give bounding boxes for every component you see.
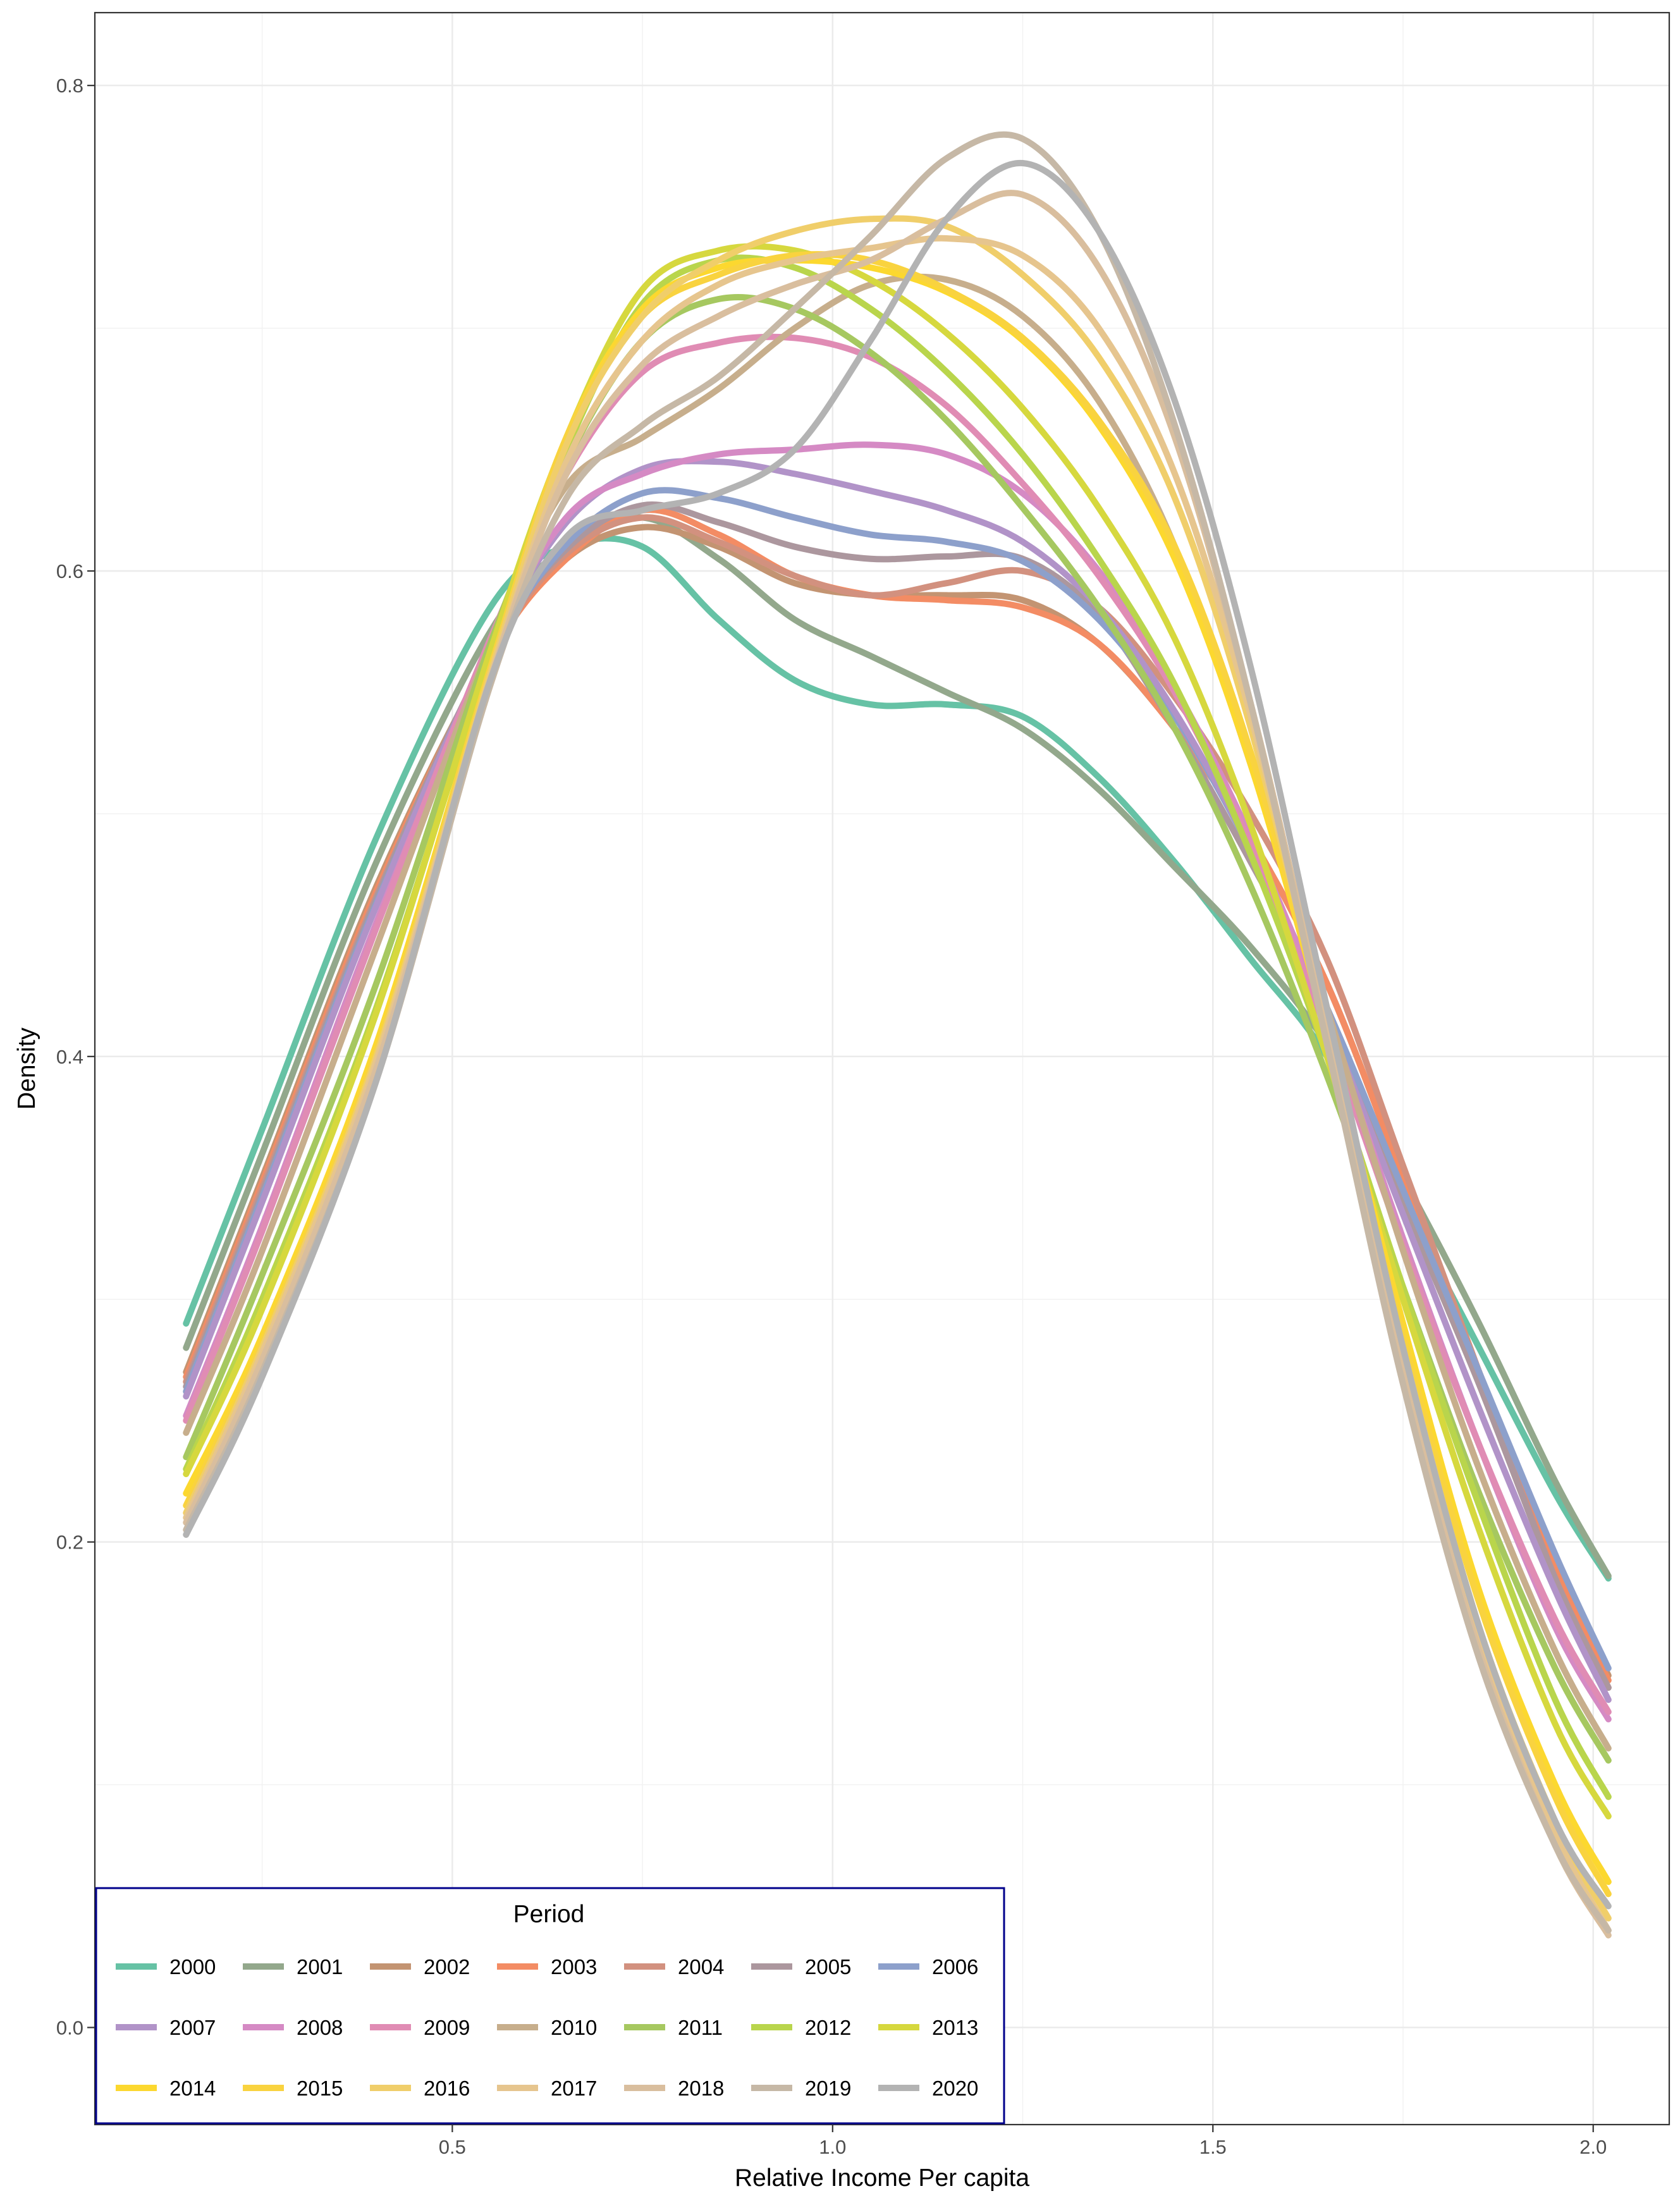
legend-item-2017: 2017	[497, 2077, 597, 2100]
legend-label-2009: 2009	[424, 2016, 470, 2039]
legend-label-2013: 2013	[932, 2016, 978, 2039]
legend-box	[95, 1887, 1005, 2125]
y-tick-label: 0.2	[56, 1531, 83, 1554]
y-axis-ticks: 0.0 0.2 0.4 0.6 0.8	[56, 75, 95, 2039]
legend-item-2011: 2011	[624, 2016, 723, 2039]
series-line-2007	[183, 458, 1612, 1703]
legend-item-2018: 2018	[624, 2077, 724, 2100]
legend-item-2006: 2006	[878, 1955, 978, 1979]
major-gridlines	[95, 13, 1669, 2125]
x-tick-label: 2.0	[1579, 2136, 1607, 2158]
legend-item-2004: 2004	[624, 1955, 724, 1979]
x-axis-ticks: 0.5 1.0 1.5 2.0	[439, 2125, 1607, 2158]
density-series	[183, 131, 1612, 1939]
legend-label-2004: 2004	[678, 1955, 724, 1979]
legend-label-2001: 2001	[297, 1955, 343, 1979]
legend-label-2002: 2002	[424, 1955, 470, 1979]
legend-item-2015: 2015	[243, 2077, 343, 2100]
legend-label-2005: 2005	[805, 1955, 851, 1979]
legend-items: 2000 2001 2002 2003 2004 2005 2006 2007 2008 2009…	[116, 1955, 978, 2100]
y-tick-label: 0.6	[56, 560, 83, 582]
legend-item-2019: 2019	[751, 2077, 851, 2100]
x-tick-label: 0.5	[439, 2136, 466, 2158]
legend-label-2015: 2015	[297, 2077, 343, 2100]
legend-item-2003: 2003	[497, 1955, 597, 1979]
legend-item-2012: 2012	[751, 2016, 851, 2039]
x-tick-label: 1.0	[819, 2136, 846, 2158]
legend-label-2014: 2014	[169, 2077, 216, 2100]
series-line-2013	[183, 243, 1612, 1820]
legend-label-2008: 2008	[297, 2016, 343, 2039]
panel-border	[94, 11, 1671, 2126]
legend-item-2009: 2009	[370, 2016, 470, 2039]
y-tick-label: 0.4	[56, 1046, 83, 1068]
legend-item-2020: 2020	[878, 2077, 978, 2100]
legend-label-2000: 2000	[169, 1955, 216, 1979]
legend-label-2019: 2019	[805, 2077, 851, 2100]
y-axis-title: Density	[13, 1027, 40, 1110]
legend-item-2016: 2016	[370, 2077, 470, 2100]
x-tick-label: 1.5	[1199, 2136, 1227, 2158]
legend-label-2007: 2007	[169, 2016, 216, 2039]
legend-label-2012: 2012	[805, 2016, 851, 2039]
series-line-2010	[183, 273, 1612, 1752]
legend-label-2020: 2020	[932, 2077, 978, 2100]
legend-item-2001: 2001	[243, 1955, 343, 1979]
legend-item-2005: 2005	[751, 1955, 851, 1979]
series-line-2020	[183, 159, 1612, 1910]
legend-item-2008: 2008	[243, 2016, 343, 2039]
legend-item-2013: 2013	[878, 2016, 978, 2039]
legend-title: Period	[513, 1901, 585, 1928]
legend-item-2010: 2010	[497, 2016, 597, 2039]
legend-label-2017: 2017	[551, 2077, 597, 2100]
y-tick-label: 0.8	[56, 75, 83, 97]
legend-item-2000: 2000	[116, 1955, 216, 1979]
y-tick-label: 0.0	[56, 2016, 83, 2039]
legend-label-2018: 2018	[678, 2077, 724, 2100]
legend-label-2016: 2016	[424, 2077, 470, 2100]
legend-label-2006: 2006	[932, 1955, 978, 1979]
x-axis-title: Relative Income Per capita	[735, 2164, 1029, 2192]
legend-label-2010: 2010	[551, 2016, 597, 2039]
legend-label-2003: 2003	[551, 1955, 597, 1979]
legend-item-2002: 2002	[370, 1955, 470, 1979]
legend-label-2011: 2011	[678, 2016, 723, 2039]
legend-item-2014: 2014	[116, 2077, 216, 2100]
legend-item-2007: 2007	[116, 2016, 216, 2039]
